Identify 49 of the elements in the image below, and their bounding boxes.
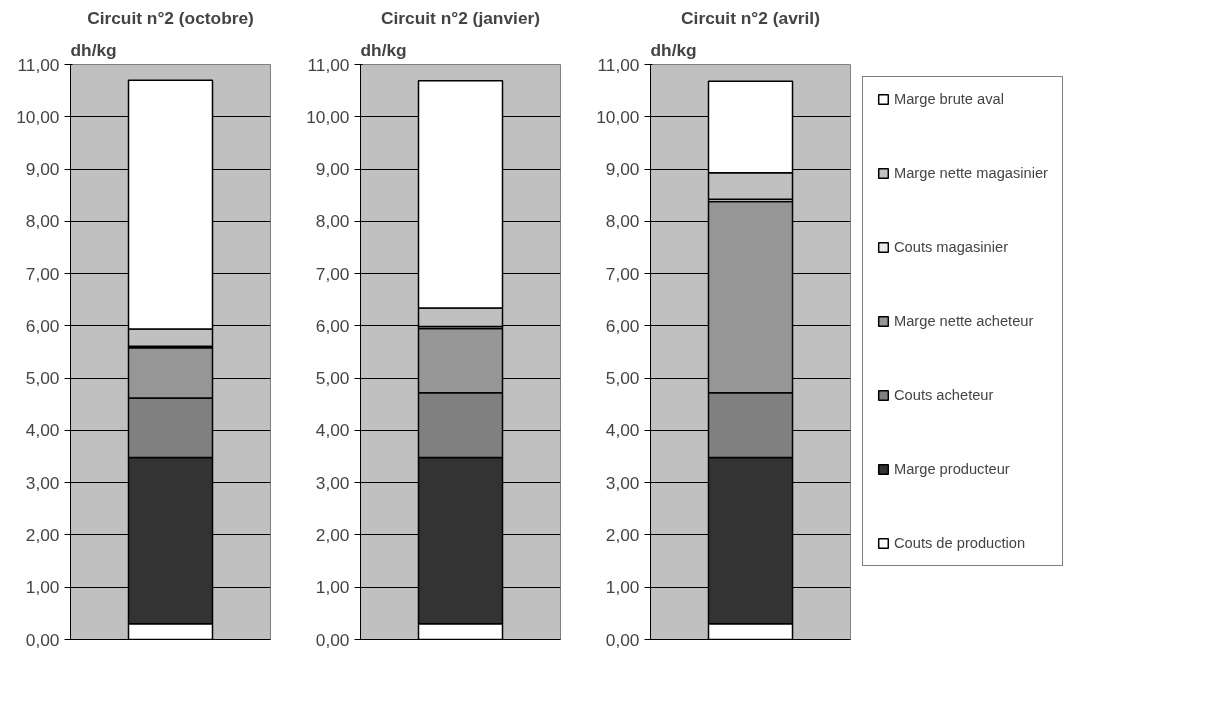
y-tick-label: 9,00 [315,159,350,180]
chart-title: Circuit n°2 (octobre) [87,7,254,28]
legend-label: Marge nette magasinier [894,165,1048,181]
y-axis-title: dh/kg [70,39,117,60]
y-tick-label: 2,00 [315,524,350,545]
y-tick-label: 1,00 [605,577,640,598]
y-tick-label: 7,00 [605,263,640,284]
y-tick-label: 9,00 [605,159,640,180]
y-axis-title: dh/kg [360,39,407,60]
y-tick-label: 0,00 [605,629,640,650]
y-tick-label: 10,00 [306,106,350,127]
y-tick-label: 10,00 [596,106,640,127]
legend-label: Marge producteur [894,461,1010,477]
y-tick-label: 7,00 [25,263,60,284]
y-tick-label: 6,00 [25,315,60,336]
y-tick-label: 5,00 [605,368,640,389]
y-tick-label: 3,00 [25,472,60,493]
legend-label: Marge nette acheteur [894,313,1034,329]
y-axis-title: dh/kg [650,39,697,60]
y-tick-label: 8,00 [25,211,60,232]
legend-label: Couts magasinier [894,239,1009,255]
chart-title: Circuit n°2 (janvier) [380,7,541,28]
y-tick-label: 8,00 [605,211,640,232]
y-tick-label: 1,00 [315,577,350,598]
y-tick-label: 2,00 [25,524,60,545]
y-tick-label: 3,00 [315,472,350,493]
y-tick-label: 11,00 [17,54,60,75]
y-tick-label: 8,00 [315,211,350,232]
y-tick-label: 6,00 [315,315,350,336]
y-tick-label: 9,00 [25,159,60,180]
legend-label: Couts de production [894,535,1026,551]
y-tick-label: 5,00 [25,368,60,389]
y-tick-label: 4,00 [25,420,60,441]
y-tick-label: 3,00 [605,472,640,493]
y-tick-label: 6,00 [605,315,640,336]
y-tick-label: 1,00 [25,577,60,598]
y-tick-label: 0,00 [25,629,60,650]
y-tick-label: 4,00 [315,420,350,441]
chart-title: Circuit n°2 (avril) [681,7,820,28]
y-tick-label: 10,00 [16,106,60,127]
legend-label: Marge brute aval [894,91,1004,107]
y-tick-label: 11,00 [597,54,640,75]
y-tick-label: 2,00 [605,524,640,545]
legend-label: Couts acheteur [894,387,994,403]
y-tick-label: 7,00 [315,263,350,284]
y-tick-label: 11,00 [307,54,350,75]
y-tick-label: 4,00 [605,420,640,441]
y-tick-label: 5,00 [315,368,350,389]
y-tick-label: 0,00 [315,629,350,650]
